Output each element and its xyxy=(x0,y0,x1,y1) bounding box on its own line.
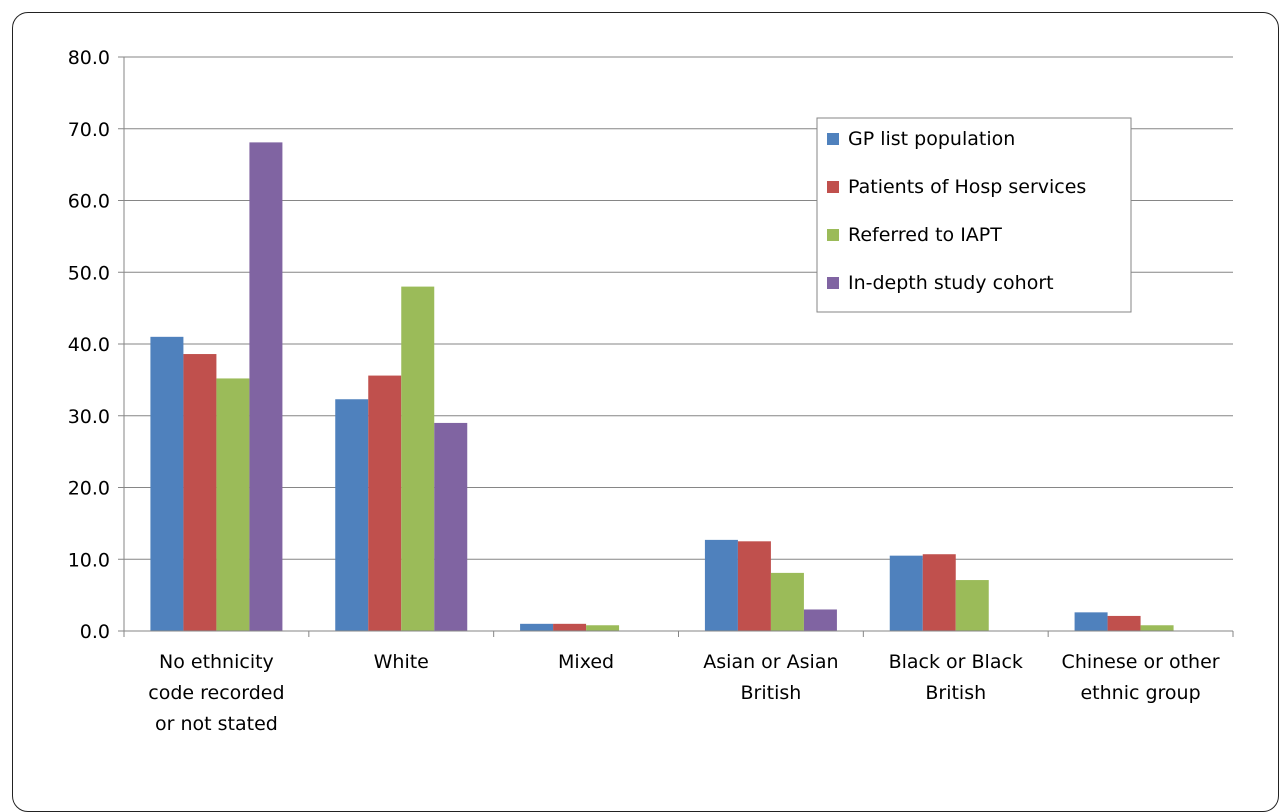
x-tick-label: White xyxy=(374,651,429,673)
x-tick-label: Mixed xyxy=(558,651,614,673)
legend: GP list population Patients of Hosp servi… xyxy=(816,117,1132,313)
bar xyxy=(586,625,620,631)
x-tick-label: British xyxy=(741,682,802,704)
x-tick-label: Asian or Asian xyxy=(703,651,838,673)
bar xyxy=(553,623,587,631)
bar xyxy=(955,580,989,631)
x-tick-label: British xyxy=(925,682,986,704)
x-tick-label: or not stated xyxy=(155,713,278,735)
legend-swatch xyxy=(827,277,839,289)
bar xyxy=(803,609,837,631)
legend-entry: Patients of Hosp services xyxy=(848,176,1086,198)
y-tick-label: 30.0 xyxy=(68,406,110,428)
y-tick-label: 80.0 xyxy=(68,47,110,69)
y-tick-label: 60.0 xyxy=(68,191,110,213)
legend-swatch xyxy=(827,181,839,193)
y-tick-label: 40.0 xyxy=(68,334,110,356)
x-tick-label: code recorded xyxy=(148,682,284,704)
bar xyxy=(335,399,369,631)
legend-box xyxy=(816,117,1132,313)
bars xyxy=(150,142,1174,631)
y-tick-label: 20.0 xyxy=(68,478,110,500)
y-tick-label: 50.0 xyxy=(68,262,110,284)
y-tick-label: 70.0 xyxy=(68,119,110,141)
x-tick-label: Chinese or other xyxy=(1062,651,1220,673)
bar xyxy=(368,375,402,631)
bar xyxy=(889,555,923,631)
bar xyxy=(1107,615,1141,631)
x-tick-label: ethnic group xyxy=(1080,682,1200,704)
bar xyxy=(1074,612,1108,631)
bar xyxy=(183,354,217,631)
y-tick-label: 0.0 xyxy=(80,621,110,643)
bar xyxy=(401,286,435,631)
legend-swatch xyxy=(827,133,839,145)
bar xyxy=(922,554,956,631)
bar xyxy=(434,422,468,631)
bar xyxy=(249,142,283,631)
bar xyxy=(150,336,184,631)
bar xyxy=(216,378,250,631)
bar xyxy=(1140,625,1174,631)
y-tick-label: 10.0 xyxy=(68,549,110,571)
legend-entry: Referred to IAPT xyxy=(848,224,1002,246)
legend-swatch xyxy=(827,229,839,241)
legend-entry: In-depth study cohort xyxy=(848,272,1054,294)
bar xyxy=(770,572,804,631)
axes: 0.0 10.0 20.0 30.0 40.0 50.0 60.0 70.0 80.0 No et… xyxy=(68,47,1234,735)
bar xyxy=(520,623,554,631)
x-tick-label: No ethnicity xyxy=(159,651,274,673)
bar xyxy=(737,541,771,631)
bar xyxy=(704,539,738,631)
x-tick-label: Black or Black xyxy=(889,651,1023,673)
legend-entry: GP list population xyxy=(848,128,1015,150)
